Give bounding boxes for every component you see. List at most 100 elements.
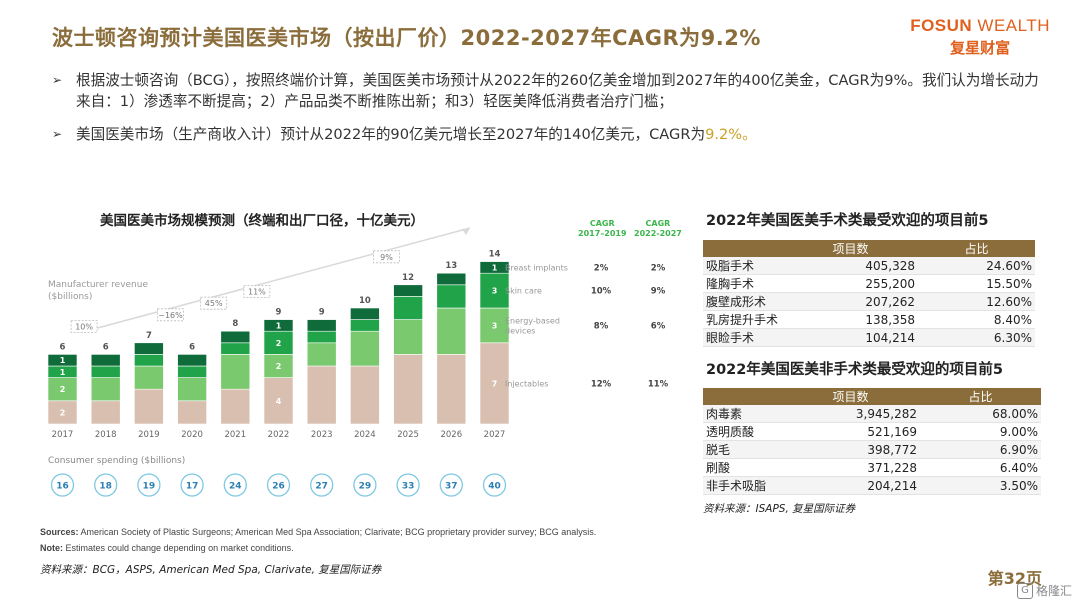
bar-segment	[436, 354, 467, 425]
chart-title: 美国医美市场规模预测（终端和出厂口径，十亿美元）	[100, 213, 424, 229]
legend-label: devices	[505, 326, 535, 335]
bar-segment	[47, 354, 78, 367]
watermark: G 格隆汇	[1016, 582, 1072, 599]
table-cell-name: 隆胸手术	[703, 274, 783, 293]
logo-chinese: 复星财富	[950, 39, 1011, 57]
bar-segment	[393, 296, 423, 320]
bar-total-label: 9	[276, 308, 282, 318]
x-tick-label: 2020	[181, 430, 203, 440]
table-row: 肉毒素 3,945,282 68.00%	[703, 405, 1041, 423]
consumer-spending-circle	[50, 473, 75, 497]
table-row: 非手术吸脂 204,214 3.50%	[703, 476, 1041, 495]
growth-label: 9%	[380, 253, 393, 262]
table-header: 占比	[920, 388, 1041, 405]
bar-segment	[177, 365, 207, 378]
table-cell-share: 12.60%	[918, 292, 1035, 311]
bullet-list: ➢ 根据波士顿咨询（BCG），按照终端价计算，美国医美市场预计从2022年的26…	[52, 70, 1042, 157]
bar-segment	[177, 354, 207, 367]
consumer-spending-value: 33	[402, 482, 415, 492]
arrow-bullet-icon: ➢	[52, 127, 63, 141]
bar-segment	[436, 272, 467, 286]
table-header: 项目数	[783, 240, 918, 257]
table-cell-share: 6.90%	[920, 440, 1041, 459]
trend-line	[89, 227, 471, 331]
bar-segment	[263, 377, 294, 425]
table-row: 刷酸 371,228 6.40%	[703, 458, 1041, 477]
cagr-value-1: 8%	[594, 321, 609, 331]
table-row: 隆胸手术 255,200 15.50%	[703, 274, 1035, 293]
bar-total-label: 12	[402, 273, 414, 283]
segment-label: 7	[492, 379, 498, 388]
x-tick-label: 2021	[224, 430, 246, 440]
x-tick-label: 2027	[484, 430, 506, 440]
growth-box	[200, 296, 228, 310]
consumer-spending-value: 29	[359, 482, 372, 492]
table-row: 乳房提升手术 138,358 8.40%	[703, 310, 1035, 329]
segment-label: 4	[276, 397, 282, 406]
cagr-value-1: 10%	[591, 287, 612, 297]
cagr-value-2: 9%	[651, 287, 666, 297]
table-source: 资料来源：ISAPS, 复星国际证券	[703, 503, 856, 515]
table-cell-share: 9.00%	[920, 422, 1041, 441]
growth-box	[373, 250, 400, 264]
table-cell-share: 3.50%	[920, 476, 1041, 495]
bar-total-label: 6	[60, 342, 66, 352]
chart-sources: Sources: American Society of Plastic Sur…	[40, 527, 597, 553]
table-cell-name: 肉毒素	[703, 405, 781, 423]
legend-label: Breast implants	[505, 263, 568, 272]
bar-total-label: 7	[146, 331, 152, 341]
cagr-header-1: CAGR 2017–2019	[578, 219, 627, 238]
nonsurgical-table-title: 2022年美国医美非手术类最受欢迎的项目前5	[706, 362, 1003, 378]
market-size-chart: Manufacturer revenue($billions)221162017…	[47, 227, 669, 497]
consumer-spending-value: 17	[186, 482, 199, 492]
bar-total-label: 6	[189, 342, 195, 352]
table-cell-count: 204,214	[781, 476, 920, 495]
bullet-item: ➢ 美国医美市场（生产商收入计）预计从2022年的90亿美元增长至2027年的1…	[52, 124, 1042, 145]
bar-segment	[350, 319, 380, 332]
consumer-spending-value: 16	[56, 482, 69, 492]
table-cell-name: 乳房提升手术	[703, 310, 783, 329]
table-header	[703, 240, 783, 257]
table-row: 腹壁成形术 207,262 12.60%	[703, 292, 1035, 311]
bullet-highlight: 9.2%。	[705, 126, 757, 143]
consumer-spending-circle	[439, 473, 463, 497]
consumer-spending-value: 24	[229, 482, 242, 492]
growth-box	[70, 319, 98, 333]
bar-segment	[90, 377, 121, 402]
bar-total-label: 9	[319, 308, 325, 318]
bar-total-label: 6	[103, 342, 109, 352]
growth-box	[243, 285, 271, 299]
trend-arrow-icon	[462, 228, 470, 235]
table-cell-share: 8.40%	[918, 310, 1035, 329]
table-cell-name: 眼睑手术	[703, 328, 783, 347]
bar-segment	[436, 284, 467, 309]
consumer-spending-value: 26	[272, 482, 285, 492]
table-cell-name: 刷酸	[703, 458, 781, 477]
bar-segment	[220, 388, 251, 425]
bar-segment	[220, 354, 251, 390]
growth-label: 10%	[75, 322, 93, 331]
nonsurgical-table: 项目数 占比 肉毒素 3,945,282 68.00% 透明质酸 521,169 9.00…	[703, 388, 1041, 495]
arrow-bullet-icon: ➢	[52, 73, 63, 87]
table-cell-count: 521,169	[781, 422, 920, 441]
bar-segment	[306, 330, 337, 344]
growth-label: ~16%	[158, 311, 183, 320]
bar-segment	[479, 342, 510, 425]
table-cell-name: 非手术吸脂	[703, 476, 781, 495]
cagr-value-2: 2%	[651, 263, 666, 273]
consumer-spending-value: 19	[143, 482, 156, 492]
bar-segment	[350, 330, 380, 367]
bar-total-label: 14	[489, 250, 501, 260]
x-tick-label: 2019	[138, 430, 160, 440]
x-tick-label: 2018	[95, 430, 117, 440]
table-cell-count: 405,328	[783, 257, 918, 275]
table-cell-name: 吸脂手术	[703, 257, 783, 275]
bar-segment	[306, 342, 337, 367]
legend-label: Energy-based	[505, 316, 560, 325]
bar-segment	[177, 377, 207, 402]
growth-label: 11%	[248, 288, 266, 297]
segment-label: 2	[60, 385, 66, 394]
bar-segment	[436, 307, 467, 355]
table-cell-share: 68.00%	[920, 405, 1041, 423]
consumer-spending-value: 40	[488, 482, 501, 492]
